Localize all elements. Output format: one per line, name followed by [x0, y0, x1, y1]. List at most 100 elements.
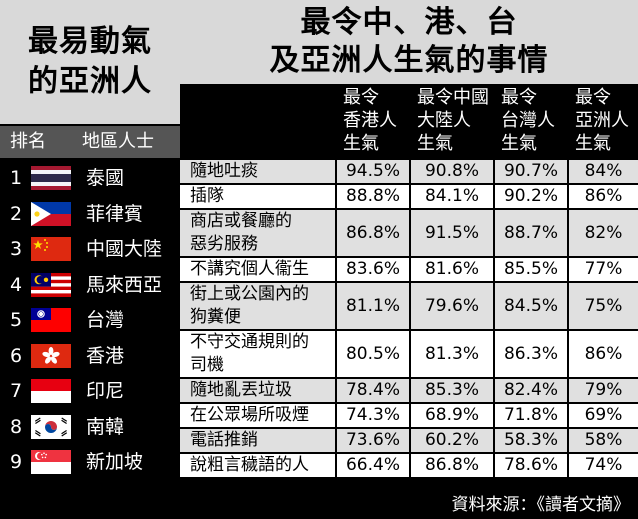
- column-header-line: 生氣: [417, 133, 453, 154]
- value-cell: 82.4%: [503, 380, 558, 400]
- philippines-flag-icon: [31, 201, 71, 226]
- value-cell: 78.4%: [345, 380, 400, 400]
- value-cell: 86.8%: [345, 223, 400, 243]
- column-header-line: 香港人: [343, 110, 397, 131]
- table-title-line-1: 最令中、港、台: [300, 5, 518, 40]
- value-cell: 81.3%: [424, 344, 479, 364]
- value-cell: 77%: [584, 259, 623, 279]
- column-header-line: 生氣: [343, 133, 379, 154]
- column-header-line: 最令: [343, 87, 379, 108]
- value-cell: 71.8%: [503, 405, 558, 425]
- row-label-line: 惡劣服務: [190, 234, 258, 254]
- column-divider: [493, 86, 495, 492]
- annoyance-table-panel: 最令中、港、台 及亞洲人生氣的事情 最令 香港人 生氣 最令中國 大陸人 生氣 最令 台灣人生…: [180, 0, 638, 492]
- value-cell: 75%: [584, 296, 623, 316]
- malaysia-flag-icon: [31, 272, 71, 297]
- korea-flag-icon: [31, 414, 71, 439]
- row-label-line: 在公眾場所吸煙: [190, 405, 309, 425]
- row-label-line: 說粗言穢語的人: [190, 455, 309, 475]
- row-label: 在公眾場所吸煙: [190, 404, 309, 427]
- column-header: 最令 亞洲人 生氣: [575, 86, 629, 158]
- row-label: 隨地吐痰: [190, 160, 258, 183]
- value-cell: 58%: [584, 430, 623, 450]
- column-header-line: 最令: [575, 87, 611, 108]
- source-credit: 資料來源：《讀者文摘》: [451, 495, 631, 515]
- column-header-line: 亞洲人: [575, 110, 629, 131]
- table-title: 最令中、港、台 及亞洲人生氣的事情: [180, 0, 638, 84]
- row-label: 街上或公園內的 狗糞便: [190, 283, 309, 329]
- row-label: 商店或餐廳的 惡劣服務: [190, 210, 292, 256]
- taiwan-flag-icon: [31, 308, 71, 332]
- singapore-flag-icon: [31, 450, 71, 474]
- value-cell: 79%: [584, 380, 623, 400]
- ranking-title-line-2: 的亞洲人: [28, 64, 152, 99]
- table-title-line-2: 及亞洲人生氣的事情: [269, 43, 549, 78]
- row-label-line: 街上或公園內的: [190, 284, 309, 304]
- value-cell: 90.2%: [503, 186, 558, 206]
- value-cell: 83.6%: [345, 259, 400, 279]
- rank-column-header: 排名: [10, 131, 46, 152]
- value-cell: 88.7%: [503, 223, 558, 243]
- value-cell: 84.1%: [424, 186, 479, 206]
- value-cell: 84.5%: [503, 296, 558, 316]
- rank-row: 6 香港: [0, 338, 180, 373]
- column-header-line: 最令: [501, 87, 537, 108]
- value-cell: 69%: [584, 405, 623, 425]
- row-label-line: 電話推銷: [190, 430, 258, 450]
- rank-number: 8: [10, 415, 23, 438]
- column-header: 最令 香港人 生氣: [343, 86, 397, 158]
- value-cell: 81.1%: [345, 296, 400, 316]
- ranking-title-line-1: 最易動氣: [28, 24, 152, 59]
- value-cell: 78.6%: [503, 455, 558, 475]
- hongkong-flag-icon: [31, 343, 71, 368]
- region-column-header: 地區人士: [82, 131, 154, 152]
- value-cell: 80.5%: [345, 344, 400, 364]
- region-name: 南韓: [86, 415, 125, 438]
- region-name: 印尼: [86, 380, 125, 402]
- rank-number: 9: [10, 451, 23, 473]
- rank-row: 5 台灣: [0, 302, 180, 337]
- region-name: 台灣: [86, 309, 125, 331]
- value-cell: 94.5%: [345, 161, 400, 181]
- value-cell: 79.6%: [424, 296, 479, 316]
- row-label: 隨地亂丟垃圾: [190, 379, 292, 402]
- indonesia-flag-icon: [31, 379, 71, 403]
- column-header-line: 大陸人: [417, 110, 471, 131]
- rank-row: 4 馬來西亞: [0, 267, 180, 302]
- row-label-line: 隨地亂丟垃圾: [190, 380, 292, 400]
- value-cell: 88.8%: [345, 186, 400, 206]
- value-cell: 81.6%: [424, 259, 479, 279]
- rank-row: 2 菲律賓: [0, 196, 180, 231]
- column-divider: [335, 86, 337, 492]
- row-label-line: 不講究個人衞生: [190, 259, 309, 279]
- rank-number: 2: [10, 202, 23, 225]
- value-cell: 85.3%: [424, 380, 479, 400]
- region-name: 馬來西亞: [86, 273, 163, 296]
- column-divider: [567, 86, 569, 492]
- rank-row: 3 中國大陸: [0, 231, 180, 266]
- value-cell: 86.3%: [503, 344, 558, 364]
- table-row: 隨地吐痰 94.5% 90.8% 90.7% 84%: [180, 160, 638, 183]
- rank-number: 7: [10, 380, 23, 402]
- china-flag-icon: [31, 237, 71, 261]
- value-cell: 74%: [584, 455, 623, 475]
- column-header-line: 生氣: [501, 133, 537, 154]
- thailand-flag-icon: [31, 166, 71, 190]
- value-cell: 58.3%: [503, 430, 558, 450]
- region-name: 新加坡: [86, 451, 144, 473]
- row-label-line: 隨地吐痰: [190, 161, 258, 181]
- row-label: 電話推銷: [190, 429, 258, 452]
- ranking-title: 最易動氣 的亞洲人: [0, 0, 180, 124]
- value-cell: 68.9%: [424, 405, 479, 425]
- rank-number: 6: [10, 344, 23, 367]
- row-label-line: 司機: [190, 355, 224, 375]
- rank-row: 9 新加坡: [0, 444, 180, 479]
- value-cell: 86.8%: [424, 455, 479, 475]
- row-label: 插隊: [190, 185, 224, 208]
- value-cell: 84%: [584, 161, 623, 181]
- row-label: 不講究個人衞生: [190, 258, 309, 281]
- column-header-line: 生氣: [575, 133, 611, 154]
- ranking-panel: 最易動氣 的亞洲人 排名 地區人士 1 泰國 2 菲律賓 3 中國大陸 4 馬來西亞 5 台灣 6 香…: [0, 0, 180, 492]
- value-cell: 90.7%: [503, 161, 558, 181]
